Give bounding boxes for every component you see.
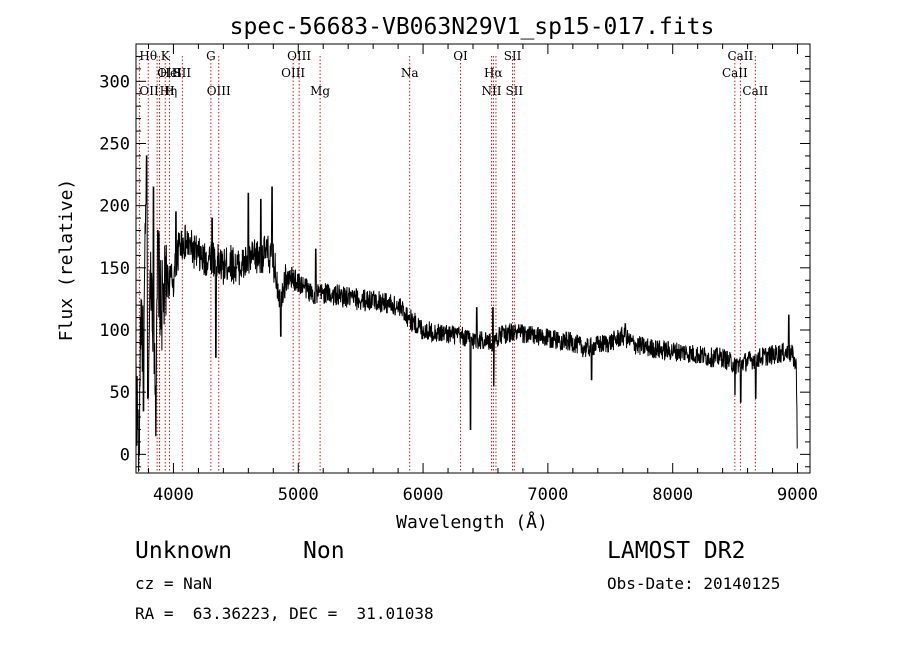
coordinates: RA = 63.36223, DEC = 31.01038 — [135, 604, 434, 623]
emission-line-label: OIII — [157, 66, 181, 80]
emission-line-labels: OIIHθOIIIKHηHeIHSIIGOIIIOIIIOIIIMgNaOINI… — [139, 49, 768, 98]
x-tick-label: 7000 — [527, 485, 568, 505]
emission-line-label: Na — [401, 66, 419, 80]
y-tick-label: 100 — [99, 321, 130, 341]
object-class: Unknown — [135, 538, 232, 564]
survey-name: LAMOST DR2 — [607, 538, 746, 564]
axis-ticks: 4000 5000 6000 7000 8000 9000 0 50 100 150 200 250 3… — [99, 43, 818, 505]
emission-line-label: OI — [453, 49, 468, 63]
emission-line-label: G — [206, 49, 216, 63]
y-tick-label: 50 — [110, 383, 130, 403]
y-tick-label: 150 — [99, 259, 130, 279]
emission-line-label: NII — [481, 84, 501, 98]
emission-line-label: CaII — [722, 66, 748, 80]
emission-line-label: OIII — [207, 84, 231, 98]
emission-line-label: SII — [173, 66, 191, 80]
emission-line-label: SII — [505, 84, 523, 98]
emission-line-label: K — [161, 49, 171, 63]
x-tick-label: 9000 — [777, 485, 818, 505]
x-axis-label: Wavelength (Å) — [396, 511, 548, 533]
emission-line-label: HeI — [160, 66, 183, 80]
observation-date: Obs-Date: 20140125 — [607, 574, 781, 593]
emission-line-label: Hη — [160, 84, 178, 98]
x-tick-label: 5000 — [278, 485, 319, 505]
y-tick-label: 0 — [120, 445, 130, 465]
emission-line-label: Hα — [484, 66, 503, 80]
x-tick-label: 6000 — [403, 485, 444, 505]
emission-line-label: Mg — [310, 84, 330, 98]
y-axis-label: Flux (relative) — [56, 179, 77, 342]
y-tick-label: 200 — [99, 197, 130, 217]
redshift-cz: cz = NaN — [135, 574, 213, 593]
emission-line-label: OIII — [287, 49, 311, 63]
emission-line-label: OIII — [281, 66, 305, 80]
y-tick-label: 300 — [99, 72, 130, 92]
emission-line-label: H — [164, 84, 174, 98]
y-tick-label: 250 — [99, 134, 130, 154]
spectrum-series — [135, 155, 798, 472]
emission-line-label: CaII — [727, 49, 753, 63]
chart-title: spec-56683-VB063N29V1_sp15-017.fits — [230, 14, 715, 40]
emission-line-label: SII — [504, 49, 522, 63]
object-subclass: Non — [303, 538, 345, 564]
emission-line-label: OII — [139, 84, 159, 98]
x-tick-label: 4000 — [153, 485, 194, 505]
spectrum-line — [135, 155, 798, 472]
emission-line-label: Hθ — [139, 49, 157, 63]
emission-line-label: CaII — [742, 84, 768, 98]
x-tick-label: 8000 — [652, 485, 693, 505]
